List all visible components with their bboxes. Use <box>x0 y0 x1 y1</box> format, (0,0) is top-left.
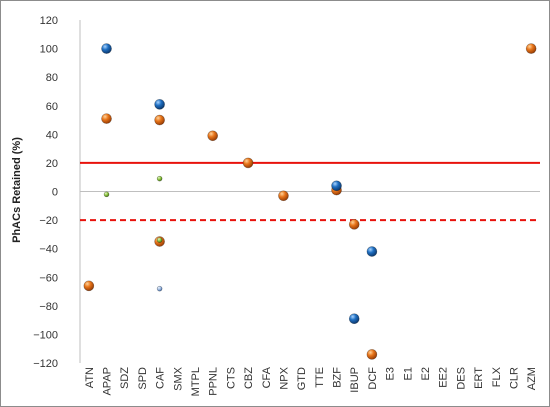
reference-lines <box>80 161 540 222</box>
x-tick-labels: ATN APAP SDZ SPD CAF SMX MTPL PPNL CTS CBZ CFA NPX G… <box>84 366 538 396</box>
x-tick-label: DCF <box>367 367 379 390</box>
data-point-ppnl <box>207 130 218 142</box>
x-tick-label: E2 <box>420 367 432 380</box>
y-tick-label: −80 <box>39 301 58 313</box>
data-point-dcf <box>366 349 378 360</box>
y-tick-label: −40 <box>39 244 58 256</box>
y-tick-label: −20 <box>39 215 58 227</box>
x-tick-label: CFA <box>261 366 273 388</box>
x-tick-label: CBZ <box>243 367 255 389</box>
data-point-caf <box>154 114 165 126</box>
y-tick-label: −120 <box>33 358 58 370</box>
data-point-apap <box>101 113 112 124</box>
y-tick-label: 40 <box>46 129 58 141</box>
data-points <box>83 43 537 360</box>
x-tick-label: DES <box>455 367 467 390</box>
y-tick-label: −60 <box>39 272 58 284</box>
data-point-azm <box>525 43 537 54</box>
y-tick-label: 100 <box>40 44 58 56</box>
x-tick-label: IBUP <box>349 367 361 393</box>
x-tick-label: CLR <box>508 367 520 389</box>
x-tick-label: SPD <box>137 367 149 390</box>
y-tick-label: −100 <box>33 329 58 341</box>
x-tick-label: CTS <box>225 367 237 389</box>
x-tick-label: E3 <box>385 367 397 380</box>
x-tick-label: FLX <box>491 366 503 387</box>
x-tick-label: AZM <box>526 367 538 390</box>
x-tick-label: PPNL <box>208 367 220 396</box>
x-tick-label: E1 <box>402 367 414 380</box>
x-tick-label: BZF <box>332 367 344 388</box>
x-tick-label: EE2 <box>438 367 450 388</box>
y-axis-label: PhACs Retained (%) <box>11 137 23 243</box>
y-tick-label: 20 <box>46 158 58 170</box>
x-tick-label: CAF <box>155 367 167 389</box>
y-tick-label: 120 <box>40 15 58 27</box>
data-point-ibup <box>348 313 360 324</box>
data-point-atn <box>83 280 95 292</box>
y-tick-label: 60 <box>46 101 58 113</box>
data-point-ibup <box>348 219 360 230</box>
x-tick-label: NPX <box>278 366 290 389</box>
x-tick-label: TTE <box>314 367 326 388</box>
x-tick-label: APAP <box>102 367 114 396</box>
data-point-caf <box>156 285 163 292</box>
y-tick-label: 80 <box>46 72 58 84</box>
x-tick-label: ATN <box>84 367 96 388</box>
data-point-caf <box>156 175 163 182</box>
x-tick-label: ERT <box>473 367 485 389</box>
data-point-dcf <box>366 246 378 257</box>
y-tick-labels: 120 100 80 60 40 20 0 −20 −40 −60 −80 −100 −120 <box>33 15 58 370</box>
data-point-apap <box>103 191 110 198</box>
data-point-npx <box>278 190 289 202</box>
data-point-caf <box>154 99 165 110</box>
x-tick-label: GTD <box>296 367 308 390</box>
axes <box>79 20 540 363</box>
data-point-bzf <box>331 180 342 192</box>
data-point-cbz <box>242 157 254 169</box>
x-tick-label: SMX <box>172 366 184 391</box>
x-tick-label: MTPL <box>190 367 202 396</box>
y-tick-label: 0 <box>52 187 58 199</box>
data-point-caf <box>156 237 163 243</box>
data-point-apap <box>101 43 112 54</box>
x-tick-label: SDZ <box>119 367 131 389</box>
